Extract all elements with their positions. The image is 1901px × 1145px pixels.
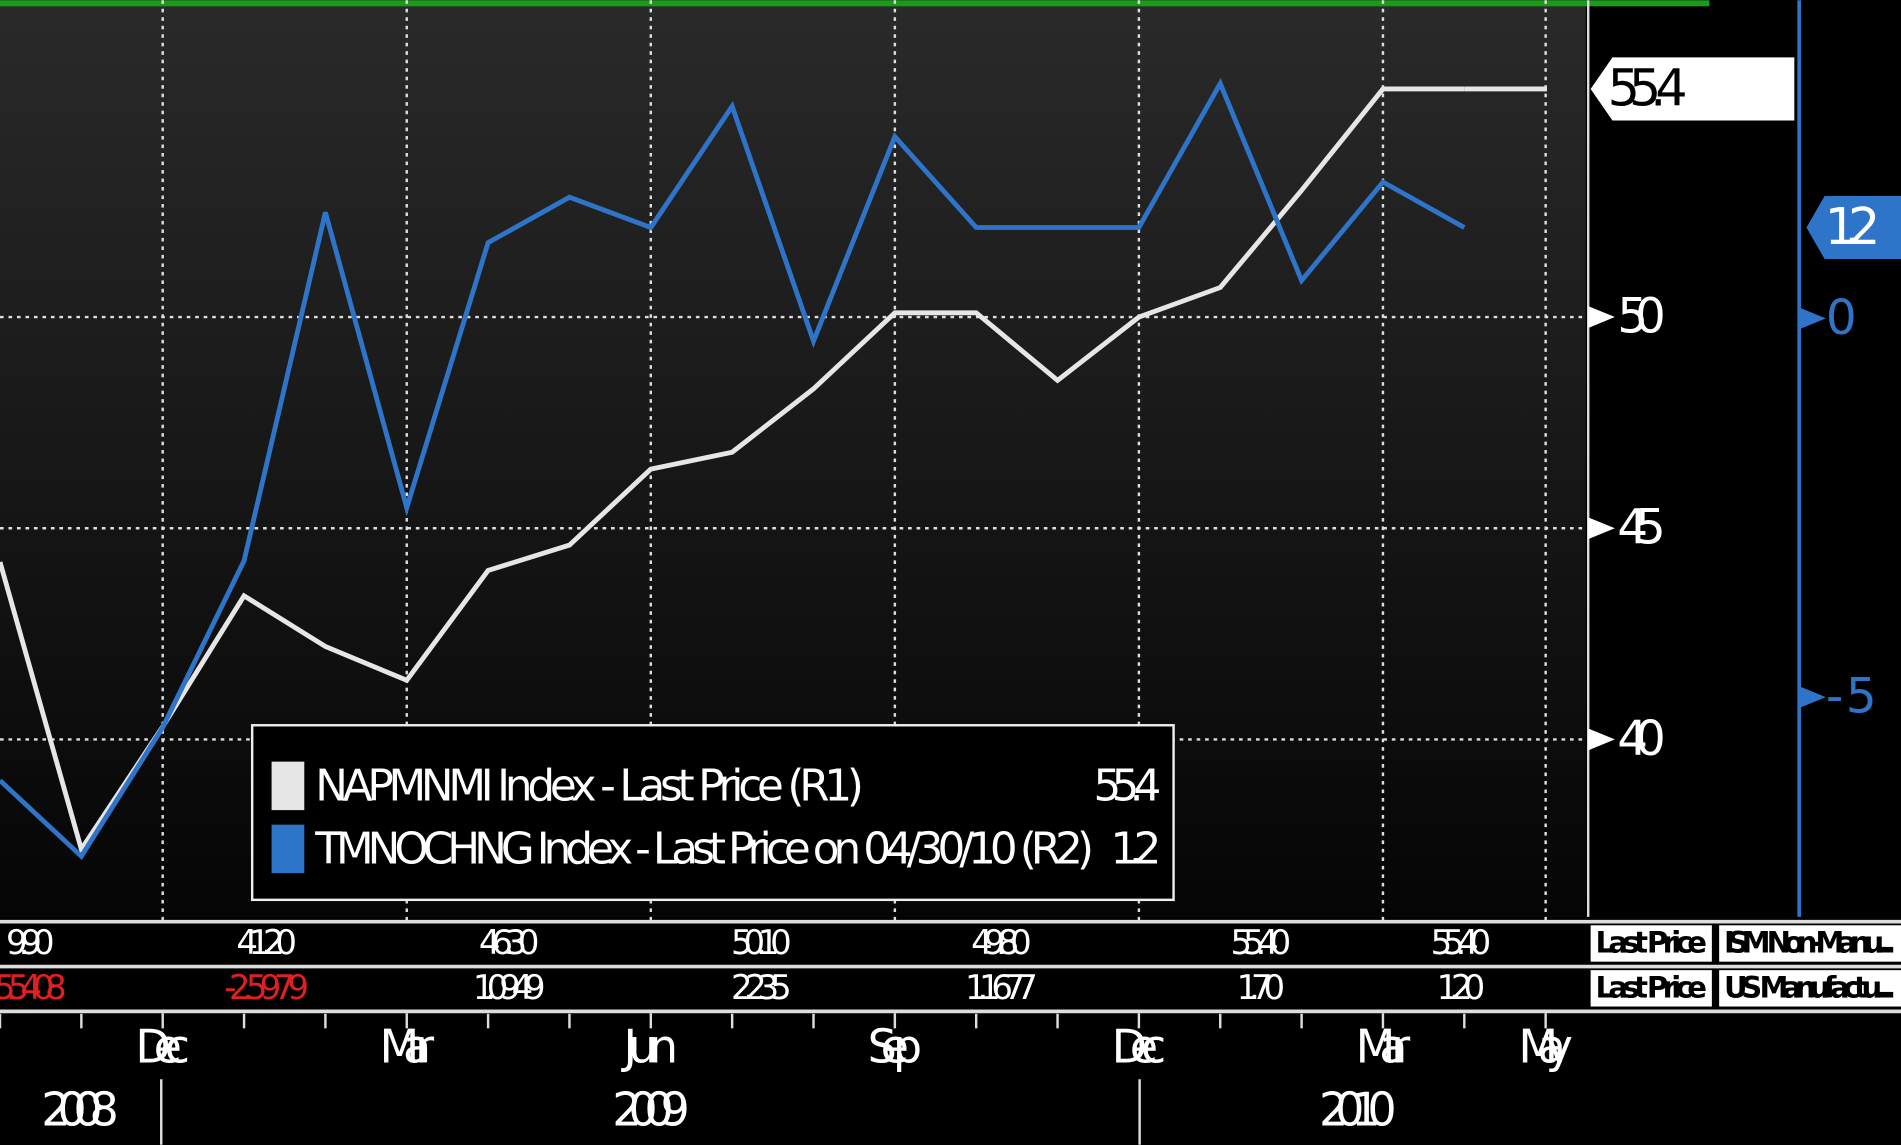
- x-tick-label: May: [1518, 1020, 1573, 1074]
- tick-mark: [1799, 686, 1826, 709]
- legend-value: 55.4: [1094, 760, 1162, 811]
- table-name-box: [1719, 970, 1901, 1007]
- table-cell: 55.40: [1231, 923, 1292, 963]
- table-row-label: Last Price: [1595, 926, 1707, 960]
- y-tick-label: 50: [1617, 288, 1665, 344]
- table-row-name: ISM Non-Manu...: [1724, 926, 1896, 960]
- x-tick-label: Sep: [868, 1020, 923, 1074]
- legend-label: TMNOCHNG Index - Last Price on 04/30/10 …: [314, 823, 1094, 874]
- table-cell: -2.5979: [224, 968, 309, 1008]
- table-row: [0, 966, 1901, 1011]
- y2-tick-label: 0: [1826, 290, 1857, 346]
- value-tag: [1806, 195, 1901, 260]
- table-cell: 1.0949: [473, 968, 546, 1008]
- year-label: 2008: [41, 1083, 119, 1137]
- x-tick-label: Mar: [379, 1020, 434, 1074]
- tick-mark: [1799, 307, 1826, 330]
- table-cell: 46.30: [479, 923, 540, 963]
- table-cell: 49.80: [971, 923, 1032, 963]
- y2-tick-label: -5: [1826, 669, 1877, 725]
- table-cell: 1.20: [1437, 968, 1485, 1008]
- table: 9.90 41.20 46.30 50.10 49.80 55.40 55.40 Last P…: [0, 919, 1901, 1014]
- x-tick-label: Dec: [1112, 1020, 1167, 1074]
- table-cell: 50.10: [731, 923, 792, 963]
- table-cell: 9.90: [6, 923, 54, 963]
- y-tick-label: 45: [1617, 500, 1665, 556]
- series-line: [0, 86, 1465, 855]
- tick-mark: [1588, 517, 1615, 540]
- table-label-box: [1590, 970, 1712, 1007]
- tick-mark: [1588, 306, 1615, 328]
- value-tag-label: 1.2: [1825, 198, 1881, 257]
- value-tag: [1590, 57, 1795, 121]
- lines: [0, 78, 1466, 860]
- legend-box: [250, 724, 1175, 902]
- table-row-name: US Manufactu...: [1724, 971, 1896, 1005]
- tick-mark: [1588, 728, 1615, 751]
- x-tick-label: Mar: [1356, 1020, 1411, 1074]
- table-row: [0, 921, 1901, 966]
- legend-swatch: [271, 761, 305, 811]
- table-cell: 55.40: [1431, 923, 1492, 963]
- legend: NAPMNMI Index - Last Price (R1) 55.4TMNOC…: [250, 724, 1175, 902]
- table-cell: 1.1677: [965, 968, 1038, 1008]
- top-border: [0, 0, 1710, 7]
- table-row-label: Last Price: [1595, 971, 1707, 1005]
- y-tick-label: 40: [1617, 711, 1665, 767]
- legend-label: NAPMNMI Index - Last Price (R1): [315, 760, 864, 811]
- year-label: 2009: [612, 1083, 690, 1137]
- series-line: [0, 78, 1466, 860]
- x-tick-label: Dec: [135, 1020, 190, 1074]
- table-name-box: [1719, 925, 1901, 962]
- legend-value: 1.2: [1111, 823, 1162, 874]
- year-label: 2010: [1319, 1083, 1397, 1137]
- table-cell: 5.5408: [0, 968, 67, 1008]
- table-label-box: [1590, 925, 1712, 962]
- axes: 40 45 50 -5 0 Dec Mar Jun Sep Dec Mar May 2008 2009 20…: [0, 57, 1901, 1145]
- table-cell: 2.235: [731, 968, 792, 1008]
- legend-swatch: [271, 824, 305, 874]
- x-tick-label: Jun: [621, 1020, 679, 1074]
- value-tag-label: 55.4: [1608, 59, 1688, 118]
- table-cell: 41.20: [236, 923, 297, 963]
- table-cell: 1.70: [1237, 968, 1285, 1008]
